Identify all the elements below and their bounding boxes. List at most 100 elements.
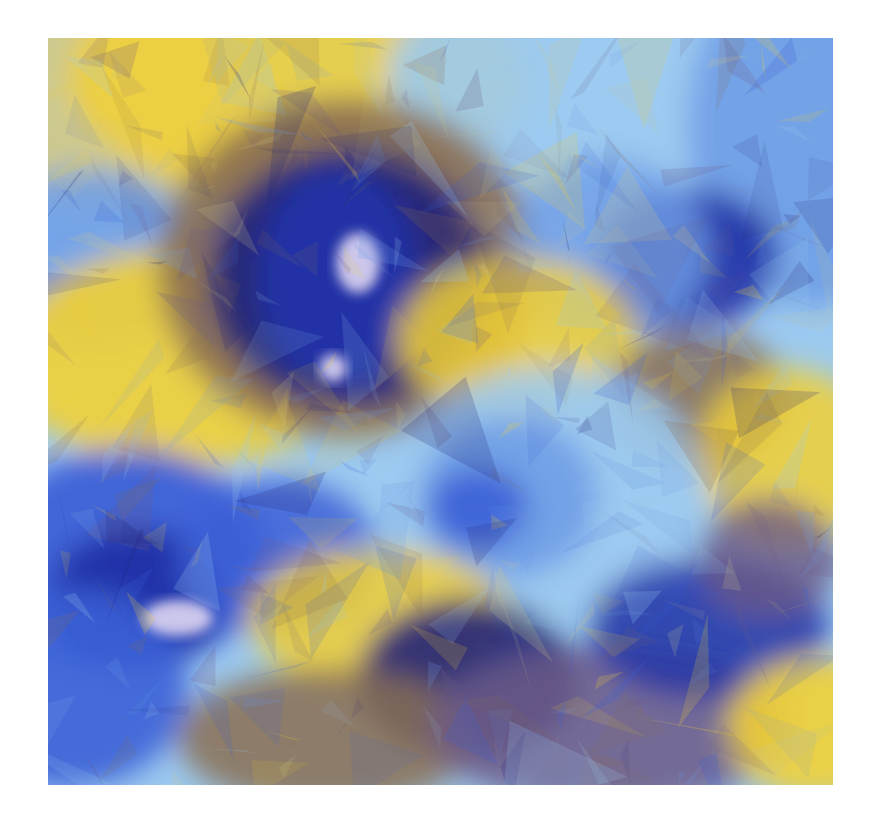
- triangle-facet: [88, 153, 136, 233]
- triangle-facet: [687, 289, 760, 363]
- triangle-facet: [435, 305, 475, 346]
- triangle-facet: [744, 38, 798, 96]
- triangle-facet: [525, 394, 565, 467]
- triangle-facet: [93, 574, 117, 611]
- triangle-facet: [201, 38, 287, 107]
- triangle-facet: [730, 387, 821, 439]
- triangle-facet: [678, 614, 710, 728]
- triangle-facet: [336, 479, 415, 580]
- triangle-facet: [766, 653, 833, 706]
- triangle-facet: [494, 173, 542, 194]
- triangle-facet: [679, 38, 696, 59]
- triangle-facet: [576, 415, 593, 435]
- triangle-facet: [394, 236, 402, 274]
- triangle-facet: [186, 124, 213, 198]
- triangle-facet: [471, 221, 536, 334]
- triangle-facet: [441, 294, 479, 344]
- triangle-facet: [69, 508, 105, 550]
- triangle-facet: [233, 471, 326, 515]
- triangle-facet: [530, 721, 535, 734]
- color-region: [698, 368, 833, 548]
- triangle-facet: [774, 595, 833, 615]
- triangle-facet: [807, 157, 833, 201]
- triangle-facet: [710, 442, 766, 522]
- triangle-facet: [214, 274, 242, 316]
- triangle-facet: [271, 371, 294, 429]
- triangle-facet: [352, 415, 370, 427]
- triangle-facet: [462, 51, 577, 83]
- triangle-facet: [249, 536, 341, 573]
- triangle-facet: [306, 464, 313, 506]
- triangle-facet: [750, 216, 829, 249]
- triangle-facet: [105, 657, 131, 690]
- triangle-facet: [77, 38, 109, 68]
- triangle-facet: [48, 78, 81, 100]
- triangle-facet: [260, 593, 294, 625]
- triangle-facet: [232, 208, 249, 239]
- triangle-facet: [428, 661, 443, 692]
- triangle-facet: [158, 376, 254, 459]
- triangle-facet: [634, 556, 701, 641]
- triangle-facet: [263, 730, 303, 741]
- triangle-facet: [101, 420, 135, 485]
- triangle-facet: [566, 249, 570, 263]
- triangle-facet: [586, 287, 622, 324]
- triangle-facet: [396, 401, 406, 432]
- triangle-facet: [793, 198, 833, 254]
- triangle-facet: [226, 505, 261, 520]
- triangle-facet: [556, 698, 568, 731]
- triangle-facet: [586, 225, 659, 279]
- triangle-facet: [197, 82, 282, 125]
- triangle-facet: [341, 311, 389, 411]
- triangle-facet: [208, 413, 273, 492]
- triangle-facet: [516, 341, 574, 406]
- triangle-facet: [742, 221, 791, 262]
- triangle-facet: [90, 504, 116, 522]
- triangle-facet: [623, 590, 662, 625]
- triangle-facet: [776, 108, 829, 122]
- triangle-facet: [405, 362, 446, 384]
- triangle-facet: [144, 700, 159, 720]
- triangle-facet: [416, 131, 496, 139]
- triangle-facet: [484, 567, 502, 626]
- triangle-facet: [345, 377, 388, 388]
- triangle-facet: [579, 743, 656, 785]
- triangle-facet: [564, 601, 595, 647]
- triangle-facet: [584, 166, 673, 244]
- color-region: [178, 668, 478, 785]
- triangle-facet: [216, 38, 249, 83]
- triangle-facet: [176, 274, 188, 338]
- triangle-facet: [221, 416, 274, 437]
- triangle-facet: [761, 379, 781, 389]
- triangle-facet: [343, 245, 367, 279]
- triangle-facet: [576, 738, 611, 785]
- triangle-facet: [672, 224, 711, 264]
- triangle-facet: [498, 422, 524, 439]
- triangle-facet: [196, 281, 237, 312]
- triangle-facet: [560, 511, 644, 554]
- triangle-facet: [214, 116, 306, 136]
- triangle-facet: [337, 179, 377, 211]
- triangle-facet: [663, 420, 740, 493]
- triangle-facet: [567, 102, 599, 136]
- triangle-facet: [553, 730, 560, 776]
- triangle-facet: [255, 426, 269, 492]
- triangle-facet: [109, 51, 147, 98]
- triangle-facet: [267, 38, 320, 86]
- triangle-facet: [612, 545, 722, 604]
- triangle-facet: [196, 200, 260, 256]
- triangle-facet: [379, 481, 414, 513]
- triangle-facet: [721, 302, 728, 390]
- triangle-facet: [116, 154, 172, 241]
- triangle-facet: [617, 324, 669, 350]
- triangle-facet: [99, 734, 138, 782]
- triangle-facet: [229, 687, 285, 748]
- triangle-facet: [414, 62, 448, 138]
- triangle-facet: [428, 587, 490, 644]
- triangle-facet: [716, 38, 746, 112]
- triangle-facet: [126, 591, 156, 635]
- color-regions: [48, 38, 833, 785]
- triangle-facet: [114, 477, 162, 522]
- triangle-facet: [95, 114, 104, 134]
- triangle-facet: [171, 770, 185, 785]
